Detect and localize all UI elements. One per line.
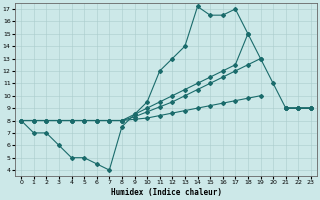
X-axis label: Humidex (Indice chaleur): Humidex (Indice chaleur) [110, 188, 221, 197]
